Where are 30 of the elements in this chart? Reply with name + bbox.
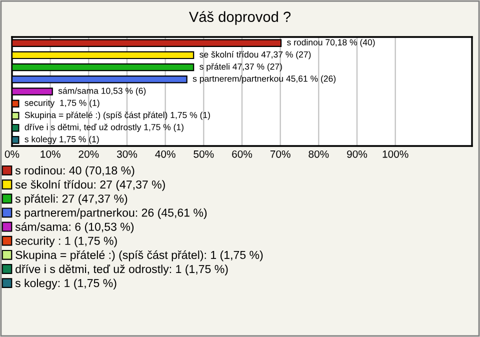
x-tick-label: 30% [116,150,138,158]
x-tick-label: 10% [40,150,60,158]
legend-label: sám/sama: 6 (10,53 %) [15,222,134,234]
data-label: dříve i s dětmi, teď už odrostly 1,75 % (1) [24,124,184,132]
x-tick-label: 70% [270,150,290,158]
data-label: s přáteli 47,37 % (27) [200,63,282,72]
data-label: Skupina = přátelé :) (spíš část přátel) 1,75 % (1) [24,112,210,120]
x-tick-label: 90% [347,150,368,158]
x-tick-label: 50% [194,150,214,158]
data-label: s rodinou 70,18 % (40) [287,38,375,48]
data-label: s partnerem/partnerkou 45,61 % (26) [192,75,336,84]
data-label: se školní třídou 47,37 % (27) [200,51,311,60]
legend-label: Skupina = přátelé :) (spíš část přátel): 1 (1,75 %) [16,250,263,262]
x-tick-label: 60% [232,150,252,158]
legend-label: s partnerem/partnerkou: 26 (45,61 %) [15,208,207,220]
legend-label: security : 1 (1,75 %) [15,236,117,248]
chart-title: Váš doprovod ? [188,11,291,25]
legend-label: s rodinou: 40 (70,18 %) [15,166,134,177]
data-label: security 1,75 % (1) [24,100,100,108]
x-tick-label: 80% [308,150,329,158]
legend-label: dříve i s dětmi, teď už odrostly: 1 (1,75 %) [16,264,228,276]
x-tick-label: 40% [155,150,176,158]
data-label: sám/sama 10,53 % (6) [58,87,146,96]
x-tick-label: 100% [382,150,408,158]
legend-label: s přáteli: 27 (47,37 %) [15,194,128,206]
data-label: s kolegy 1,75 % (1) [24,136,99,144]
legend-label: se školní třídou: 27 (47,37 %) [15,180,165,191]
x-tick-label: 20% [78,150,99,158]
x-tick-label: 0% [4,150,20,158]
legend-label: s kolegy: 1 (1,75 %) [15,278,116,290]
